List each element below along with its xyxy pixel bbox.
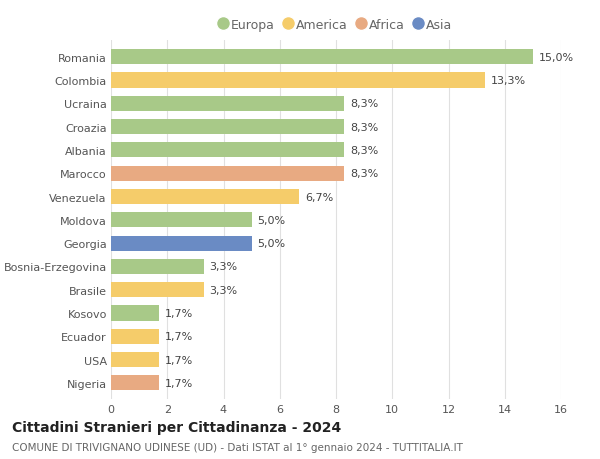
Bar (111, 282, 204, 297)
Text: 5,0%: 5,0% (257, 215, 286, 225)
Bar (111, 306, 159, 321)
Text: 8,3%: 8,3% (350, 146, 379, 156)
Bar (111, 73, 485, 89)
Bar (111, 352, 159, 367)
Bar (111, 120, 344, 135)
Text: COMUNE DI TRIVIGNANO UDINESE (UD) - Dati ISTAT al 1° gennaio 2024 - TUTTITALIA.I: COMUNE DI TRIVIGNANO UDINESE (UD) - Dati… (12, 442, 463, 452)
Text: 5,0%: 5,0% (257, 239, 286, 249)
Bar (111, 375, 159, 391)
Text: 13,3%: 13,3% (491, 76, 526, 86)
Text: 1,7%: 1,7% (164, 355, 193, 365)
Bar (111, 259, 204, 274)
Text: 8,3%: 8,3% (350, 99, 379, 109)
Bar (111, 50, 533, 65)
Text: 3,3%: 3,3% (209, 262, 238, 272)
Text: 8,3%: 8,3% (350, 169, 379, 179)
Bar (111, 96, 344, 112)
Bar (111, 213, 251, 228)
Text: 1,7%: 1,7% (164, 378, 193, 388)
Bar (111, 190, 299, 205)
Text: Cittadini Stranieri per Cittadinanza - 2024: Cittadini Stranieri per Cittadinanza - 2… (12, 420, 341, 434)
Bar (111, 329, 159, 344)
Bar (111, 143, 344, 158)
Text: 8,3%: 8,3% (350, 123, 379, 132)
Text: 15,0%: 15,0% (539, 53, 574, 62)
Bar (111, 166, 344, 181)
Legend: Europa, America, Africa, Asia: Europa, America, Africa, Asia (220, 18, 452, 32)
Text: 6,7%: 6,7% (305, 192, 334, 202)
Text: 1,7%: 1,7% (164, 308, 193, 318)
Text: 3,3%: 3,3% (209, 285, 238, 295)
Text: 1,7%: 1,7% (164, 331, 193, 341)
Bar (111, 236, 251, 251)
